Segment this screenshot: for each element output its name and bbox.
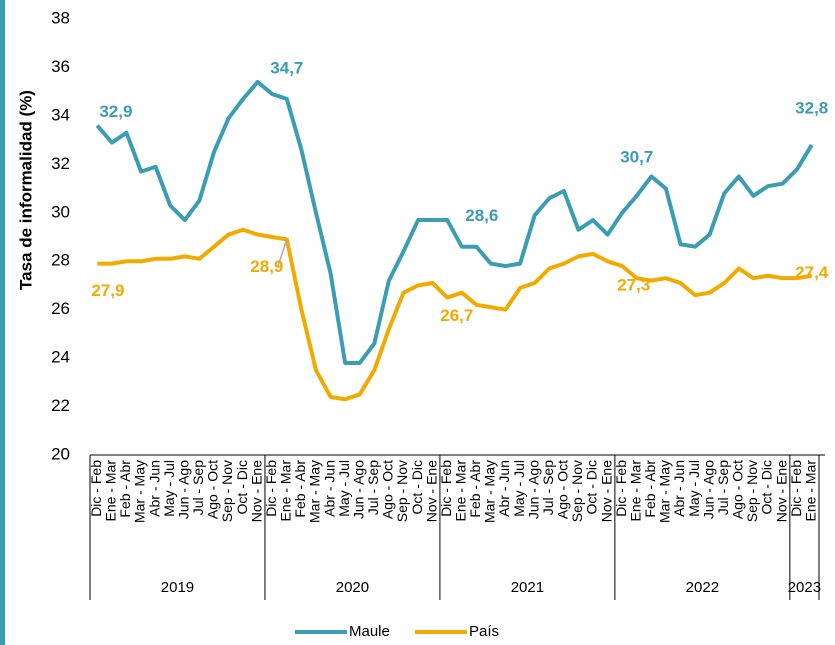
group-label: 2021 (511, 579, 544, 596)
x-tick-label: Dic - Feb (263, 460, 279, 517)
x-tick-label: Feb - Abr (467, 460, 483, 518)
x-tick-label: Abr - Jun (146, 460, 162, 517)
x-tick-label: Ene - Mar (278, 460, 294, 522)
x-tick-label: Mar - May (657, 460, 673, 523)
y-tick-label: 36 (51, 57, 70, 76)
y-tick-label: 32 (51, 154, 70, 173)
y-tick-label: 28 (51, 251, 70, 270)
group-label: 2023 (788, 579, 821, 596)
x-tick-label: Ago - Oct (730, 460, 746, 519)
data-label: 28,6 (465, 206, 498, 225)
y-tick-label: 20 (51, 444, 70, 463)
x-tick-label: Feb - Abr (117, 460, 133, 518)
data-label: 28,9 (250, 257, 283, 276)
y-tick-label: 22 (51, 396, 70, 415)
x-tick-label: Dic - Feb (88, 460, 104, 517)
y-axis-label: Tasa de informalidad (%) (16, 90, 35, 290)
x-tick-label: Ene - Mar (627, 460, 643, 522)
x-tick-label: Oct - Dic (759, 460, 775, 514)
x-tick-label: Mar - May (132, 460, 148, 523)
x-tick-label: Sep - Nov (219, 460, 235, 522)
x-tick-label: Jun - Ago (350, 460, 366, 519)
x-tick-label: Nov - Ene (423, 460, 439, 522)
x-tick-label: Ene - Mar (103, 460, 119, 522)
data-label: 34,7 (270, 58, 303, 77)
group-label: 2019 (161, 579, 194, 596)
group-label: 2022 (686, 579, 719, 596)
x-tick-label: Nov - Ene (248, 460, 264, 522)
x-tick-label: Ene - Mar (452, 460, 468, 522)
x-tick-label: Jun - Ago (525, 460, 541, 519)
x-tick-label: May - Jul (511, 460, 527, 517)
data-label: 30,7 (620, 147, 653, 166)
x-tick-label: Dic - Feb (438, 460, 454, 517)
legend-label: Maule (349, 623, 390, 640)
leader-line (277, 239, 288, 267)
x-tick-label: Jun - Ago (700, 460, 716, 519)
group-label: 2020 (336, 579, 369, 596)
y-tick-label: 38 (51, 8, 70, 27)
x-tick-label: May - Jul (161, 460, 177, 517)
x-tick-label: Jul - Sep (365, 460, 381, 515)
x-tick-label: Dic - Feb (613, 460, 629, 517)
data-label: 27,3 (617, 276, 650, 295)
data-label: 27,9 (91, 281, 124, 300)
x-tick-label: Sep - Nov (744, 460, 760, 522)
x-tick-label: Oct - Dic (234, 460, 250, 514)
x-tick-label: Nov - Ene (598, 460, 614, 522)
x-tick-label: Oct - Dic (409, 460, 425, 514)
legend-label: País (469, 623, 499, 640)
y-tick-label: 34 (51, 105, 70, 124)
x-tick-label: Nov - Ene (773, 460, 789, 522)
x-tick-label: Abr - Jun (671, 460, 687, 517)
x-tick-label: May - Jul (686, 460, 702, 517)
x-tick-label: Mar - May (482, 460, 498, 523)
x-tick-label: Ago - Oct (205, 460, 221, 519)
x-tick-label: Jul - Sep (540, 460, 556, 515)
x-tick-label: Feb - Abr (292, 460, 308, 518)
x-tick-label: Sep - Nov (569, 460, 585, 522)
x-tick-label: May - Jul (336, 460, 352, 517)
x-tick-label: Feb - Abr (642, 460, 658, 518)
x-tick-label: Ago - Oct (555, 460, 571, 519)
x-tick-label: Ago - Oct (380, 460, 396, 519)
x-tick-label: Jul - Sep (715, 460, 731, 515)
side-bar (0, 0, 5, 645)
data-label: 26,7 (440, 306, 473, 325)
series-line (97, 227, 813, 402)
x-tick-label: Ene - Mar (802, 460, 818, 522)
y-tick-label: 24 (51, 348, 70, 367)
x-tick-label: Abr - Jun (496, 460, 512, 517)
y-tick-label: 26 (51, 299, 70, 318)
data-label: 32,8 (795, 98, 828, 117)
series-line (95, 79, 814, 365)
x-tick-label: Jul - Sep (190, 460, 206, 515)
x-tick-label: Sep - Nov (394, 460, 410, 522)
x-tick-label: Oct - Dic (584, 460, 600, 514)
data-label: 27,4 (795, 263, 829, 282)
data-label: 32,9 (99, 102, 132, 121)
x-tick-label: Mar - May (307, 460, 323, 523)
x-tick-label: Abr - Jun (321, 460, 337, 517)
y-tick-label: 30 (51, 202, 70, 221)
x-tick-label: Jun - Ago (175, 460, 191, 519)
x-tick-label: Dic - Feb (788, 460, 804, 517)
